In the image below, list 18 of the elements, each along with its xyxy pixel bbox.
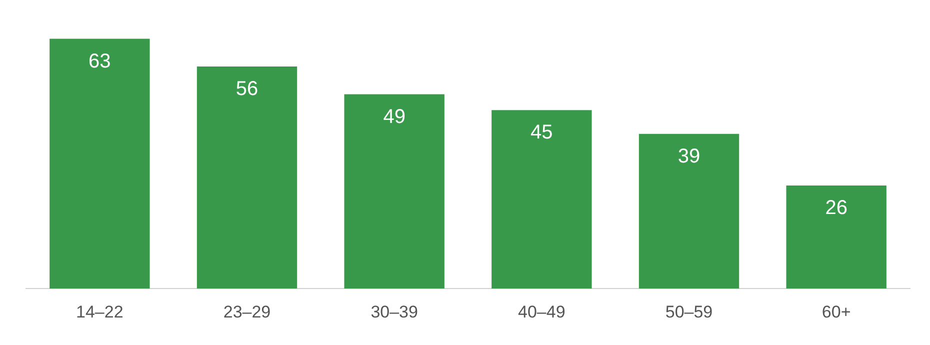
bar (638, 134, 740, 289)
x-tick-label: 60+ (822, 302, 851, 322)
data-label: 56 (236, 78, 258, 100)
bar (344, 94, 444, 289)
x-tick-label: 23–29 (223, 302, 271, 322)
data-label: 26 (825, 197, 848, 220)
x-tick-label: 14–22 (76, 302, 124, 322)
bar (786, 185, 886, 289)
x-tick-label: 50–59 (665, 302, 713, 322)
x-tick-label: 30–39 (370, 302, 418, 322)
data-label: 49 (383, 106, 406, 128)
bar (196, 66, 298, 289)
data-label: 39 (678, 145, 700, 168)
data-label: 45 (530, 122, 553, 144)
bar (492, 110, 592, 289)
x-tick-label: 40–49 (518, 302, 566, 322)
data-label: 63 (88, 50, 111, 72)
bar (50, 38, 150, 289)
